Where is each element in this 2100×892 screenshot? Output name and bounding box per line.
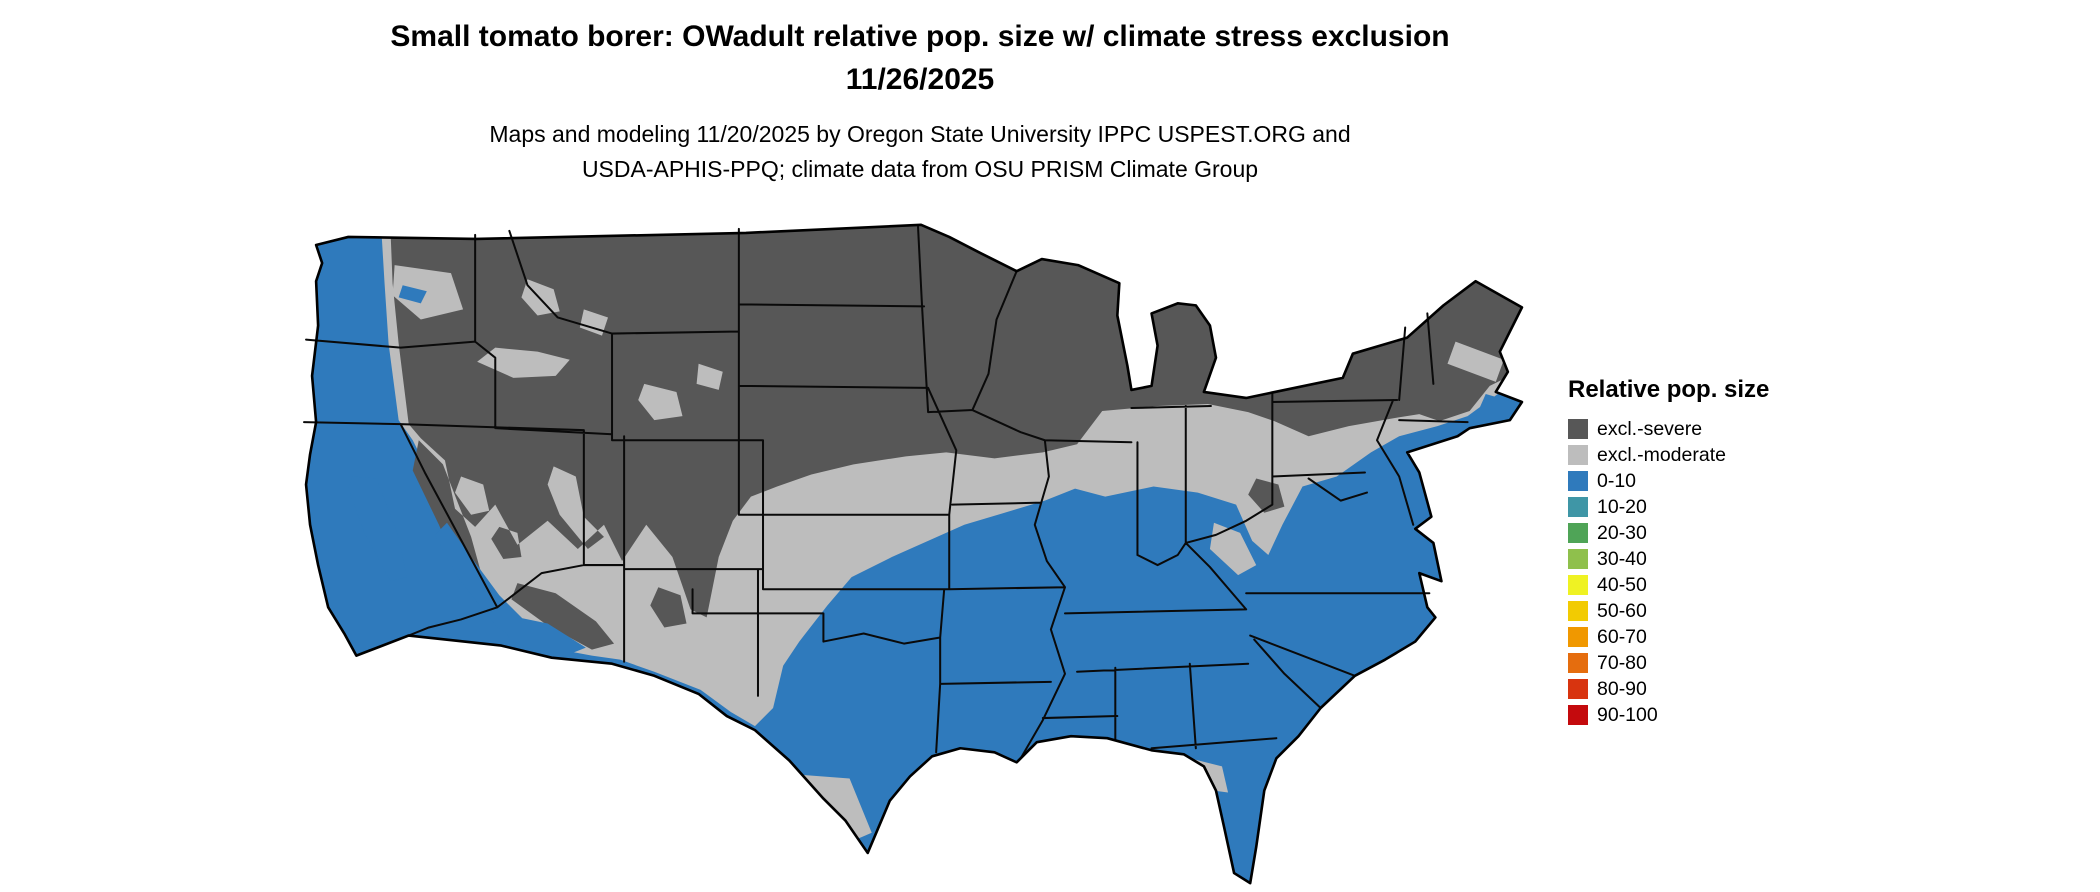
legend: Relative pop. size excl.-severe excl.-mod… xyxy=(1568,376,1769,728)
us-map xyxy=(300,222,1528,888)
legend-swatch xyxy=(1568,705,1588,725)
figure-header: Small tomato borer: OWadult relative pop… xyxy=(240,16,1600,186)
figure-title: Small tomato borer: OWadult relative pop… xyxy=(390,20,1450,96)
us-map-svg xyxy=(303,223,1524,885)
legend-item-0-10: 0-10 xyxy=(1568,468,1769,494)
legend-item-30-40: 30-40 xyxy=(1568,546,1769,572)
legend-swatch xyxy=(1568,445,1588,465)
legend-label: 0-10 xyxy=(1597,469,1637,492)
legend-label: 90-100 xyxy=(1597,703,1658,726)
legend-swatch xyxy=(1568,601,1588,621)
legend-label: 60-70 xyxy=(1597,625,1647,648)
legend-swatch xyxy=(1568,471,1588,491)
legend-swatch xyxy=(1568,523,1588,543)
legend-item-50-60: 50-60 xyxy=(1568,598,1769,624)
legend-label: 30-40 xyxy=(1597,547,1647,570)
legend-label: 80-90 xyxy=(1597,677,1647,700)
legend-item-20-30: 20-30 xyxy=(1568,520,1769,546)
map-regions xyxy=(306,224,1522,884)
legend-title: Relative pop. size xyxy=(1568,376,1770,403)
legend-label: 40-50 xyxy=(1597,573,1647,596)
region-excl-moderate-patches xyxy=(392,265,1504,845)
legend-item-70-80: 70-80 xyxy=(1568,650,1769,676)
legend-item-excl-moderate: excl.-moderate xyxy=(1568,442,1769,468)
legend-label: excl.-moderate xyxy=(1597,443,1726,466)
legend-swatch xyxy=(1568,679,1588,699)
us-outline xyxy=(304,223,1524,885)
legend-item-80-90: 80-90 xyxy=(1568,676,1769,702)
legend-item-10-20: 10-20 xyxy=(1568,494,1769,520)
legend-swatch xyxy=(1568,627,1588,647)
legend-label: 20-30 xyxy=(1597,521,1647,544)
legend-label: excl.-severe xyxy=(1597,417,1703,440)
legend-items: excl.-severe excl.-moderate 0-10 10-20 20-30… xyxy=(1568,416,1769,728)
legend-item-40-50: 40-50 xyxy=(1568,572,1769,598)
legend-swatch xyxy=(1568,419,1588,439)
legend-label: 10-20 xyxy=(1597,495,1647,518)
legend-swatch xyxy=(1568,497,1588,517)
legend-label: 50-60 xyxy=(1597,599,1647,622)
state-borders xyxy=(303,225,1469,760)
figure-subtitle: Maps and modeling 11/20/2025 by Oregon S… xyxy=(489,121,1351,182)
legend-item-60-70: 60-70 xyxy=(1568,624,1769,650)
legend-swatch xyxy=(1568,653,1588,673)
legend-swatch xyxy=(1568,549,1588,569)
legend-label: 70-80 xyxy=(1597,651,1647,674)
legend-item-excl-severe: excl.-severe xyxy=(1568,416,1769,442)
legend-swatch xyxy=(1568,575,1588,595)
legend-item-90-100: 90-100 xyxy=(1568,702,1769,728)
